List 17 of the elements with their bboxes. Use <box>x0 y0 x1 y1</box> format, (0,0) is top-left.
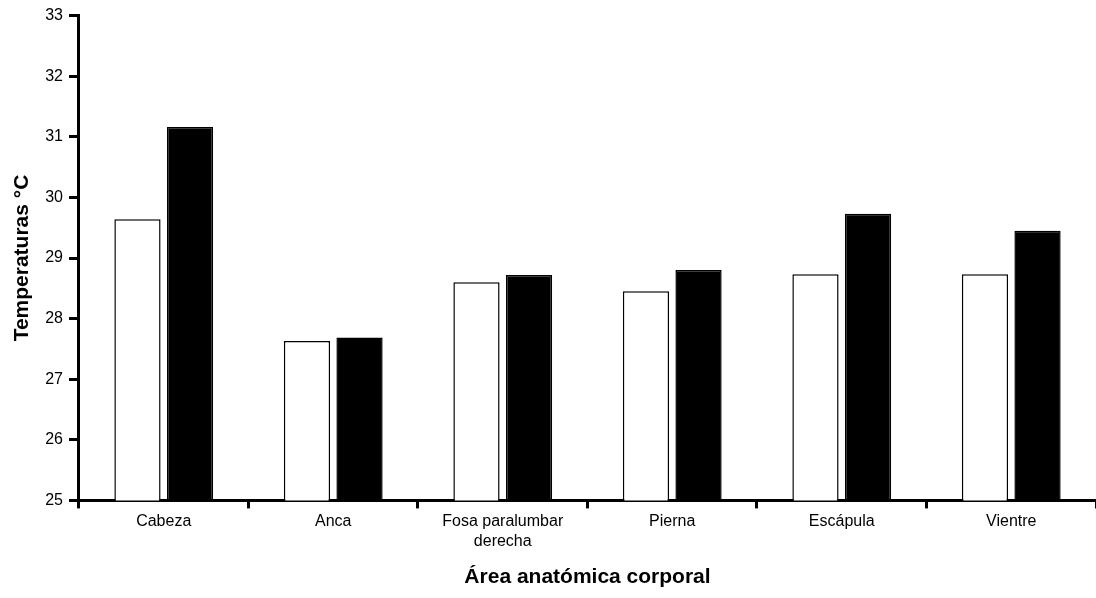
y-tick-label: 28 <box>45 309 64 327</box>
x-axis-title: Área anatómica corporal <box>464 564 711 588</box>
x-tick-label: Anca <box>315 512 352 530</box>
y-tick-label: 26 <box>45 430 64 448</box>
x-tick-label: Pierna <box>649 512 696 530</box>
y-axis-title: Temperaturas °C <box>9 174 33 342</box>
y-tick-label: 30 <box>45 187 64 205</box>
y-tick-label: 29 <box>45 248 64 266</box>
x-tick-label: Vientre <box>986 512 1037 530</box>
x-tick-label: Fosa paralumbar derecha <box>442 512 564 549</box>
y-tick-label: 32 <box>45 66 64 84</box>
y-tick-label: 33 <box>45 6 64 24</box>
y-tick-label: 25 <box>45 490 64 508</box>
y-tick-label: 31 <box>45 127 64 145</box>
y-tick-label: 27 <box>45 369 64 387</box>
x-tick-label: Escápula <box>808 512 875 530</box>
x-tick-label: Cabeza <box>136 512 192 530</box>
